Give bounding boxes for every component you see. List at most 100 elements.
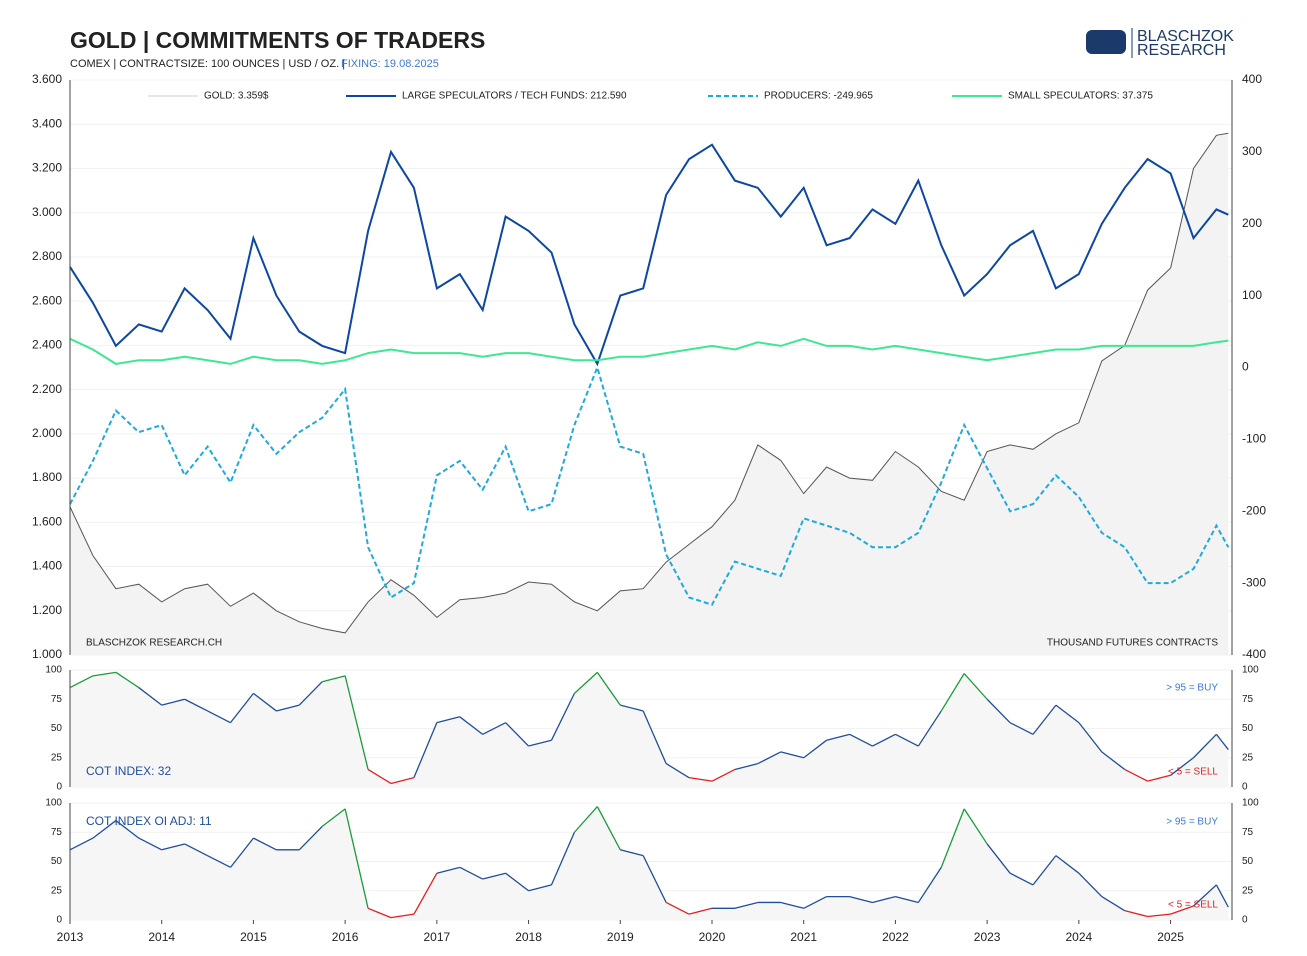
x-tick-label: 2013	[57, 930, 84, 944]
index-segment	[963, 808, 988, 845]
y-tick-label: -300	[1242, 575, 1266, 589]
y-tick-label: 25	[1242, 752, 1254, 763]
sell-label: < 5 = SELL	[1168, 767, 1218, 778]
index-segment	[1078, 872, 1103, 898]
index-segment	[620, 849, 644, 857]
x-tick-label: 2024	[1065, 930, 1092, 944]
y-tick-label: 400	[1242, 72, 1262, 86]
index-segment	[253, 837, 277, 851]
index-segment	[665, 763, 690, 779]
y-tick-label: 2.800	[32, 249, 62, 263]
index-segment	[528, 884, 552, 892]
sell-label: < 5 = SELL	[1168, 900, 1218, 911]
index-segment	[207, 710, 231, 724]
index-segment	[895, 733, 919, 747]
index-segment	[207, 855, 231, 868]
index-segment	[69, 675, 94, 689]
index-segment	[620, 704, 644, 712]
index-segment	[367, 907, 392, 919]
index-segment	[321, 808, 346, 827]
legend-label: PRODUCERS: -249.965	[764, 91, 873, 102]
index-segment	[1009, 872, 1034, 886]
index-segment	[115, 671, 140, 689]
y-tick-label: 3.000	[32, 205, 62, 219]
index-segment	[161, 698, 185, 706]
series-line	[69, 143, 1229, 367]
index-segment	[917, 710, 942, 747]
y-tick-label: 1.000	[32, 647, 62, 661]
index-segment	[344, 675, 369, 770]
index-segment	[940, 808, 965, 868]
x-tick-label: 2020	[699, 930, 726, 944]
index-segment	[642, 855, 667, 903]
x-tick-label: 2018	[515, 930, 542, 944]
y-tick-label: 75	[1242, 694, 1254, 705]
index-segment	[780, 751, 804, 759]
x-tick-label: 2017	[423, 930, 450, 944]
logo-text: RESEARCH	[1137, 42, 1226, 59]
index-label: COT INDEX: 32	[86, 764, 171, 778]
index-segment	[322, 675, 346, 683]
index-segment	[1078, 722, 1103, 753]
x-tick-label: 2023	[974, 930, 1001, 944]
y-tick-label: 3.600	[32, 72, 62, 86]
fixing: FIXING: 19.08.2025	[341, 58, 439, 70]
y-tick-label: 1.800	[32, 470, 62, 484]
index-segment	[344, 808, 369, 909]
index-segment	[92, 671, 116, 677]
index-segment	[596, 806, 621, 851]
index-segment	[550, 693, 576, 741]
x-tick-label: 2016	[332, 930, 359, 944]
buy-label: > 95 = BUY	[1166, 817, 1218, 828]
index-segment	[711, 768, 736, 782]
y-tick-label: 0	[56, 782, 62, 793]
index-segment	[872, 733, 896, 747]
index-segment	[963, 673, 988, 700]
y-tick-label: 75	[51, 827, 63, 838]
index-segment	[1009, 722, 1034, 735]
index-segment	[849, 733, 873, 747]
y-tick-label: 2.200	[32, 382, 62, 396]
index-segment	[1193, 884, 1217, 907]
y-tick-label: -100	[1242, 432, 1266, 446]
y-tick-label: 2.400	[32, 338, 62, 352]
index-segment	[390, 777, 415, 785]
index-label: COT INDEX OI ADJ: 11	[86, 814, 212, 828]
index-segment	[229, 837, 254, 868]
y-tick-label: 0	[1242, 915, 1248, 926]
index-segment	[688, 776, 713, 782]
index-segment	[940, 673, 965, 712]
index-segment	[849, 895, 873, 904]
index-segment	[92, 820, 117, 839]
y-tick-label: 50	[1242, 723, 1254, 734]
index-segment	[1101, 751, 1126, 770]
index-segment	[986, 698, 1011, 724]
index-segment	[1215, 884, 1229, 908]
index-segment	[413, 872, 438, 915]
y-tick-label: 300	[1242, 144, 1262, 158]
legend-label: GOLD: 3.359$	[204, 91, 269, 102]
y-tick-label: 0	[1242, 782, 1248, 793]
index-segment	[1147, 774, 1171, 782]
index-segment	[482, 872, 506, 880]
index-segment	[1170, 905, 1194, 915]
series-line	[69, 132, 1229, 634]
y-tick-label: 100	[45, 665, 62, 676]
index-segment	[1124, 768, 1148, 782]
y-tick-label: 0	[1242, 360, 1249, 374]
index-segment	[917, 866, 942, 903]
index-segment	[436, 866, 460, 874]
index-segment	[1215, 733, 1229, 750]
x-tick-label: 2014	[148, 930, 175, 944]
index-segment	[688, 907, 713, 915]
index-segment	[1170, 757, 1194, 776]
index-segment	[1032, 855, 1057, 886]
index-segment	[803, 896, 827, 909]
area	[70, 133, 1229, 656]
y-tick-label: 1.600	[32, 514, 62, 528]
buy-label: > 95 = BUY	[1166, 683, 1218, 694]
area	[70, 806, 1229, 920]
y-tick-label: 2.600	[32, 293, 62, 307]
index-segment	[1124, 910, 1148, 918]
